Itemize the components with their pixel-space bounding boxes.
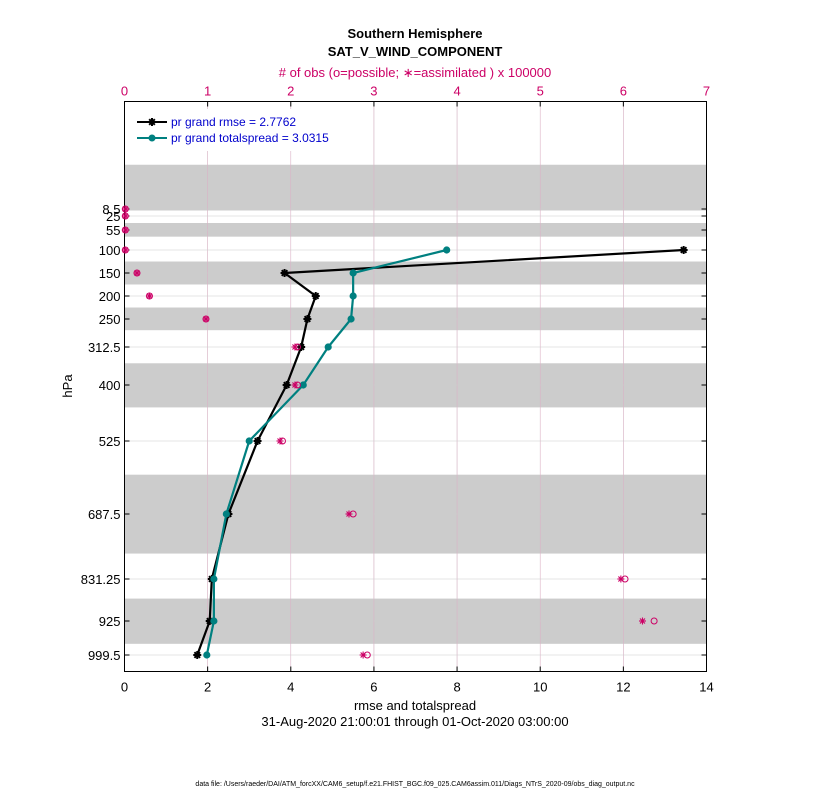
- legend: pr grand rmse = 2.7762 pr grand totalspr…: [133, 109, 348, 151]
- obs-assimilated-1: [121, 212, 129, 220]
- top-tick-label-0: 0: [121, 84, 128, 99]
- top-tick-label-3: 3: [370, 84, 377, 99]
- series-1-point-4: [324, 343, 332, 351]
- series-1-point-7: [222, 510, 230, 518]
- legend-rmse-label: pr grand rmse = 2.7762: [171, 115, 296, 129]
- x-tick-label-6: 12: [616, 680, 630, 695]
- shaded-layer-4: [124, 363, 707, 408]
- obs-assimilated-0: [121, 205, 129, 213]
- chart-subtitle: SAT_V_WIND_COMPONENT: [328, 44, 503, 59]
- series-0-point-3-core: [304, 316, 310, 322]
- series-1-point-0: [443, 246, 451, 254]
- legend-box: [133, 109, 348, 151]
- y-tick-label-1: 25: [106, 209, 120, 224]
- y-tick-label-7: 312.5: [88, 340, 121, 355]
- y-tick-label-5: 200: [99, 289, 121, 304]
- legend-spread-circle-icon: [148, 134, 156, 142]
- shaded-layer-0: [124, 164, 707, 211]
- obs-assimilated-2: [121, 226, 129, 234]
- top-tick-label-5: 5: [537, 84, 544, 99]
- series-0-point-6-core: [255, 438, 261, 444]
- y-axis-label: hPa: [60, 374, 75, 398]
- obs-assimilated-4: [133, 269, 141, 277]
- x-tick-label-2: 4: [287, 680, 294, 695]
- series-1-point-10: [203, 651, 211, 659]
- chart-title: Southern Hemisphere: [347, 26, 482, 41]
- y-tick-label-4: 150: [99, 266, 121, 281]
- date-range: 31-Aug-2020 21:00:01 through 01-Oct-2020…: [261, 714, 568, 729]
- top-tick-label-2: 2: [287, 84, 294, 99]
- obs-assimilated-13: [359, 651, 367, 659]
- series-1-point-2: [349, 292, 357, 300]
- y-tick-label-0: 8.5: [102, 202, 120, 217]
- top-tick-label-7: 7: [703, 84, 710, 99]
- x-axis-label: rmse and totalspread: [354, 698, 476, 713]
- legend-rmse-star-core: [149, 119, 155, 125]
- series-1-point-1: [349, 269, 357, 277]
- y-tick-label-13: 999.5: [88, 648, 121, 663]
- data-file-footer: data file: /Users/raeder/DAI/ATM_forcXX/…: [195, 781, 635, 788]
- x-tick-label-7: 14: [699, 680, 713, 695]
- top-tick-label-1: 1: [204, 84, 211, 99]
- obs-assimilated-8: [291, 381, 299, 389]
- x-tick-label-1: 2: [204, 680, 211, 695]
- y-tick-label-10: 687.5: [88, 507, 121, 522]
- plot-frame: [124, 101, 707, 672]
- y-tick-label-6: 250: [99, 312, 121, 327]
- series-0-point-5-core: [284, 382, 290, 388]
- data-series: [193, 246, 688, 659]
- obs-assimilated-10: [345, 510, 353, 518]
- y-tick-label-9: 525: [99, 434, 121, 449]
- x-tick-label-4: 8: [453, 680, 460, 695]
- obs-assimilated-6: [202, 315, 210, 323]
- obs-assimilated-9: [276, 437, 284, 445]
- series-0-point-2-core: [313, 293, 319, 299]
- y-tick-label-8: 400: [99, 378, 121, 393]
- legend-spread-label: pr grand totalspread = 3.0315: [171, 131, 329, 145]
- series-0-point-1-core: [282, 270, 288, 276]
- series-1-point-3: [347, 315, 355, 323]
- x-tick-label-0: 0: [121, 680, 128, 695]
- obs-possible-12: [650, 617, 658, 625]
- x-tick-label-5: 10: [533, 680, 547, 695]
- x-tick-label-3: 6: [370, 680, 377, 695]
- y-tick-label-2: 55: [106, 223, 120, 238]
- series-1-point-9: [210, 617, 218, 625]
- top-tick-label-6: 6: [620, 84, 627, 99]
- obs-assimilated-3: [121, 246, 129, 254]
- y-tick-label-3: 100: [99, 243, 121, 258]
- top-tick-label-4: 4: [453, 84, 460, 99]
- obs-count-markers: [121, 205, 658, 659]
- obs-assimilated-7: [291, 343, 299, 351]
- legend-rmse-star-icon: [148, 118, 156, 126]
- obs-assimilated-12: [638, 617, 646, 625]
- y-tick-label-11: 831.25: [81, 572, 121, 587]
- axis-ticks: 0 2 4 6 8 10 12 140 1 2 3 4 5 6 78.5255510015020025031…: [81, 84, 714, 695]
- series-0-point-0-core: [681, 247, 687, 253]
- obs-assimilated-11: [617, 575, 625, 583]
- series-1-point-8: [210, 575, 218, 583]
- series-1-point-6: [245, 437, 253, 445]
- shaded-layers: [124, 164, 707, 644]
- y-tick-label-12: 925: [99, 614, 121, 629]
- top-axis-label: # of obs (o=possible; ∗=assimilated ) x …: [279, 65, 552, 80]
- series-0-point-10-core: [194, 652, 200, 658]
- series-1-point-5: [299, 381, 307, 389]
- obs-assimilated-5: [145, 292, 153, 300]
